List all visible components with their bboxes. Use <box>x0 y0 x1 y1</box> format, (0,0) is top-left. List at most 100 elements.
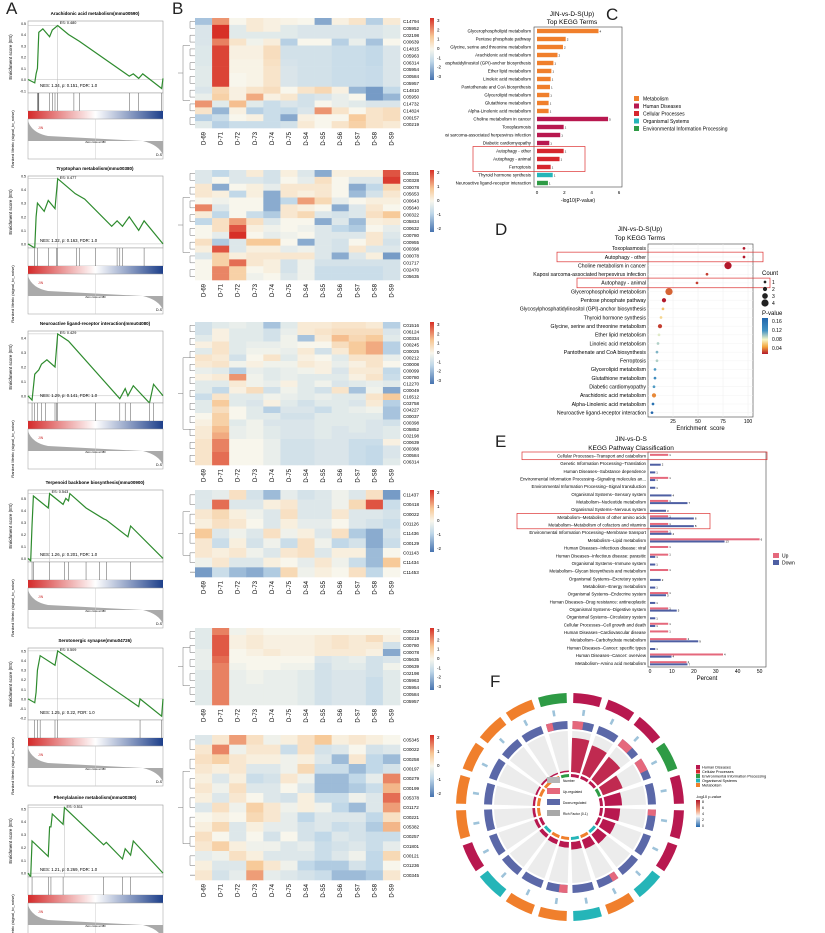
heatmap-cell <box>229 18 247 26</box>
heatmap-cell <box>246 38 264 46</box>
row-label: C01172 <box>403 805 419 810</box>
heatmap-cell <box>195 419 213 427</box>
y-tick-label: 0.0 <box>21 872 26 876</box>
heatmap-block: C00643C00219C00780C00078C05635C00639C021… <box>178 628 441 723</box>
dendrogram-branch <box>182 511 190 556</box>
heatmap-cell <box>280 245 298 253</box>
column-label: D-S4 <box>304 883 310 897</box>
heatmap-cell <box>280 793 298 803</box>
legend-label: Human Diseases <box>702 766 731 770</box>
heatmap-cell <box>280 426 298 433</box>
heatmap-cell <box>280 548 298 558</box>
up-regulated-ring <box>608 871 619 882</box>
heatmap-cell <box>212 322 230 329</box>
row-label: C00221 <box>403 815 420 820</box>
heatmap-cell <box>314 38 332 46</box>
heatmap-cell <box>297 400 315 407</box>
heatmap-cell <box>280 52 298 60</box>
heatmap-cell <box>365 744 384 755</box>
heatmap-cell <box>365 567 384 578</box>
heatmap-cell <box>263 211 281 219</box>
heatmap-cell <box>348 354 367 362</box>
column-label: D-74 <box>270 468 276 482</box>
heatmap-cell <box>314 432 332 440</box>
column-label: D-69 <box>202 708 208 722</box>
color-scale-tick: 0 <box>437 350 440 355</box>
y-tick-label: 0.3 <box>21 202 26 206</box>
heatmap-cell <box>382 38 401 46</box>
heatmap-cell <box>348 273 367 281</box>
heatmap-cell <box>382 45 401 53</box>
bar-count-label: 1 <box>561 134 563 138</box>
heatmap-cell <box>246 744 264 755</box>
heatmap-cell <box>246 218 264 226</box>
heatmap-cell <box>195 684 213 692</box>
heatmap-cell <box>382 100 401 108</box>
heatmap-cell <box>348 121 367 129</box>
heatmap-cell <box>246 190 264 198</box>
heatmap-cell <box>382 538 401 549</box>
heatmap-cell <box>263 841 281 852</box>
heatmap-cell <box>263 419 281 427</box>
heatmap-cell <box>297 114 315 122</box>
pvalue-legend-label: 0.16 <box>772 319 782 325</box>
heatmap-cell <box>314 218 332 226</box>
heatmap-cell <box>365 458 384 466</box>
heatmap-cell <box>331 445 350 453</box>
heatmap-cell <box>382 677 401 685</box>
heatmap-cell <box>365 656 384 664</box>
heatmap-cell <box>280 841 298 852</box>
heatmap-cell <box>297 204 315 212</box>
dendrogram-branch <box>189 228 195 236</box>
heatmap-cell <box>263 348 281 355</box>
heatmap-cell <box>348 698 367 706</box>
highlight-box <box>576 277 771 289</box>
bar-count-label: 1 <box>669 530 671 534</box>
heatmap-block: C14794C05952C02198C00639C14815C05963C063… <box>178 18 441 146</box>
heatmap-cell <box>246 204 264 212</box>
data-point <box>656 342 660 345</box>
heatmap-cell <box>195 557 213 568</box>
heatmap-cell <box>280 400 298 407</box>
heatmap-cell <box>229 426 247 433</box>
heatmap-cell <box>195 677 213 685</box>
heatmap-cell <box>280 361 298 368</box>
color-scale-tick: -2 <box>437 65 441 70</box>
es-curve <box>27 24 164 90</box>
category-label: Toxoplasmosis <box>612 246 646 252</box>
outer-category-ring <box>655 742 678 772</box>
legend-label: Environmental Information Processing <box>643 127 728 133</box>
heatmap-cell <box>280 190 298 198</box>
color-scale-tick: 2 <box>437 27 440 32</box>
bar-count-label: 2 <box>662 578 664 582</box>
column-label: D-72 <box>236 468 242 482</box>
heatmap-cell <box>382 439 401 446</box>
heatmap-cell <box>331 691 350 699</box>
heatmap-cell <box>263 335 281 342</box>
left-tag: JIN <box>38 126 44 130</box>
heatmap-cell <box>246 341 264 349</box>
heatmap-cell <box>365 183 384 191</box>
bar <box>537 36 566 42</box>
row-label: C04227 <box>403 407 420 412</box>
category-label: Autophagy - other <box>605 255 647 261</box>
heatmap-cell <box>263 754 281 765</box>
category-label: Glycosylphosphatidylinositol (GPI)-ancho… <box>520 307 647 313</box>
heatmap-cell <box>212 252 230 260</box>
heatmap-cell <box>263 406 281 414</box>
bar-count-label: 8 <box>695 524 697 528</box>
bar-count-label: 13 <box>726 540 730 544</box>
heatmap-cell <box>212 538 230 549</box>
heatmap-cell <box>365 66 384 74</box>
chart-title: JIN-vs-D-S <box>615 436 647 443</box>
gsea-title: Serotonergic synapse(mmu04726) <box>58 638 132 643</box>
dendrogram-branch <box>189 855 195 866</box>
data-point <box>724 262 732 270</box>
heatmap-cell <box>280 38 298 46</box>
heatmap-cell <box>348 628 367 636</box>
count-legend-label: 1 <box>772 280 775 286</box>
heatmap-cell <box>365 59 384 67</box>
y-tick-label: 0.5 <box>21 649 26 653</box>
y-tick-label: 0.1 <box>21 859 26 863</box>
number-ring <box>609 718 615 726</box>
